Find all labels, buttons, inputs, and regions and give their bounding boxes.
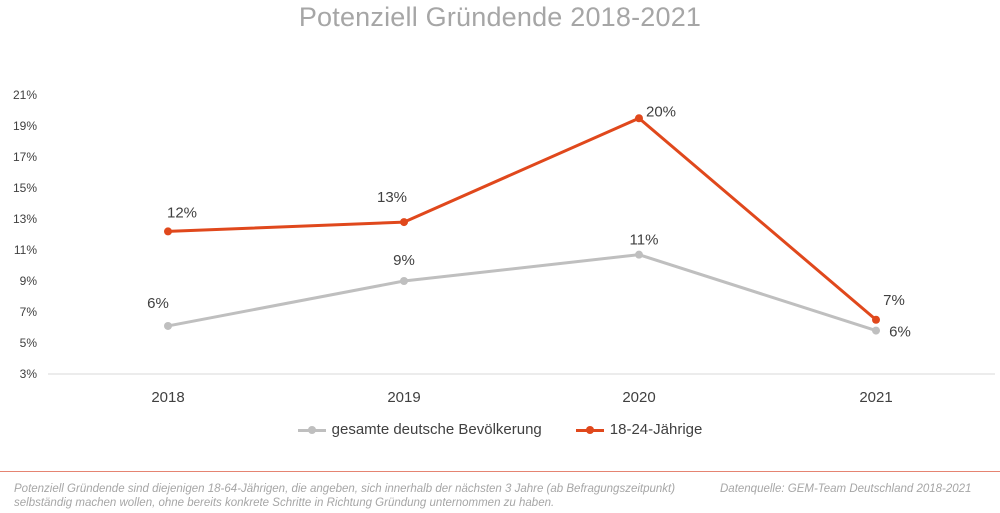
x-tick-label: 2018 [151,389,184,406]
data-point[interactable] [635,250,643,259]
legend-item-18-24[interactable]: 18-24-Jährige [575,421,703,438]
series-points [164,114,880,335]
data-label: 6% [147,295,169,312]
data-point[interactable] [164,321,172,330]
y-tick-label: 17% [13,150,37,164]
legend-item-gesamt[interactable]: gesamte deutsche Bevölkerung [297,421,542,438]
legend-marker-gesamt [297,424,326,436]
data-label: 11% [630,232,659,249]
data-point[interactable] [400,218,408,227]
legend-label-gesamt: gesamte deutsche Bevölkerung [331,421,542,438]
y-tick-label: 21% [13,88,37,102]
data-source: Datenquelle: GEM-Team Deutschland 2018-2… [720,483,972,495]
y-tick-label: 3% [20,367,38,381]
line-chart: 3%5%7%9%11%13%15%17%19%21% 2018 2019 2020 2… [13,88,995,406]
series-lines [166,116,878,333]
legend: gesamte deutsche Bevölkerung 18-24-Jähri… [0,421,1000,438]
data-label: 12% [167,204,197,221]
data-point[interactable] [400,277,408,285]
data-point[interactable] [635,114,643,123]
y-tick-label: 5% [20,336,38,350]
data-label: 9% [393,252,415,269]
data-point[interactable] [872,326,880,335]
data-label: 7% [883,292,905,309]
y-axis-ticks: 3% 5% 7% 9% 11% 13% 15% 17% 19% 21% [13,88,37,381]
y-tick-label: 9% [20,274,38,288]
data-point[interactable] [872,315,880,324]
data-label: 20% [646,103,676,120]
x-tick-label: 2021 [859,389,892,406]
footnote-text: Potenziell Gründende sind diejenigen 18-… [14,483,676,509]
y-tick-label: 7% [20,305,38,319]
data-label: 6% [889,324,911,341]
series-line-0 [166,253,878,333]
x-tick-label: 2020 [622,389,655,406]
y-tick-label: 13% [13,212,37,226]
footer-divider [0,471,1000,472]
x-tick-label: 2019 [387,389,420,406]
y-tick-label: 15% [13,181,37,195]
data-label: 13% [377,189,407,206]
y-tick-label: 11% [14,243,37,257]
y-tick-label: 19% [13,119,37,133]
data-labels: 6% 9% 11% 6% 12% 13% 20% 7% [147,103,911,340]
legend-marker-18-24 [575,424,604,436]
series-line-1 [166,116,878,322]
chart-title: Potenziell Gründende 2018-2021 [298,2,702,32]
x-axis-ticks: 2018 2019 2020 2021 [151,389,892,406]
legend-label-18-24: 18-24-Jährige [609,421,703,438]
data-point[interactable] [164,227,172,236]
